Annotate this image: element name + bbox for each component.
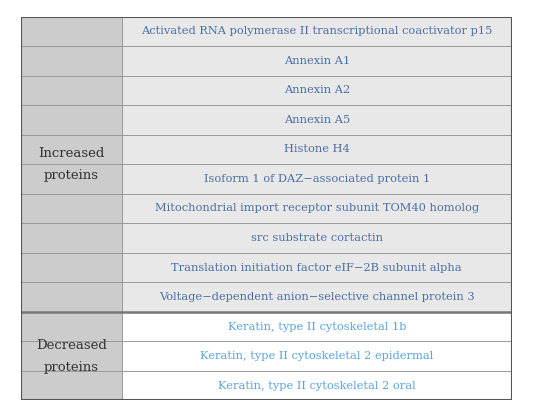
- Text: Keratin, type II cytoskeletal 1b: Keratin, type II cytoskeletal 1b: [228, 322, 406, 332]
- Text: Isoform 1 of DAZ−associated protein 1: Isoform 1 of DAZ−associated protein 1: [204, 174, 430, 184]
- Text: Keratin, type II cytoskeletal 2 epidermal: Keratin, type II cytoskeletal 2 epiderma…: [200, 351, 433, 361]
- Text: Annexin A5: Annexin A5: [284, 115, 350, 125]
- Bar: [21, 17, 122, 312]
- Bar: [21, 312, 122, 400]
- Text: Histone H4: Histone H4: [284, 144, 350, 154]
- Text: Annexin A1: Annexin A1: [284, 56, 350, 66]
- Text: src substrate cortactin: src substrate cortactin: [251, 233, 383, 243]
- Text: Voltage−dependent anion−selective channel protein 3: Voltage−dependent anion−selective channe…: [159, 292, 474, 302]
- Text: Translation initiation factor eIF−2B subunit alpha: Translation initiation factor eIF−2B sub…: [172, 263, 462, 273]
- Text: Increased
proteins: Increased proteins: [38, 147, 105, 182]
- Bar: [122, 312, 512, 400]
- Text: Mitochondrial import receptor subunit TOM40 homolog: Mitochondrial import receptor subunit TO…: [155, 203, 479, 214]
- Text: Keratin, type II cytoskeletal 2 oral: Keratin, type II cytoskeletal 2 oral: [218, 381, 416, 391]
- Text: Activated RNA polymerase II transcriptional coactivator p15: Activated RNA polymerase II transcriptio…: [141, 26, 492, 36]
- Text: Decreased
proteins: Decreased proteins: [36, 339, 107, 374]
- Text: Annexin A2: Annexin A2: [284, 85, 350, 95]
- Bar: [122, 17, 512, 312]
